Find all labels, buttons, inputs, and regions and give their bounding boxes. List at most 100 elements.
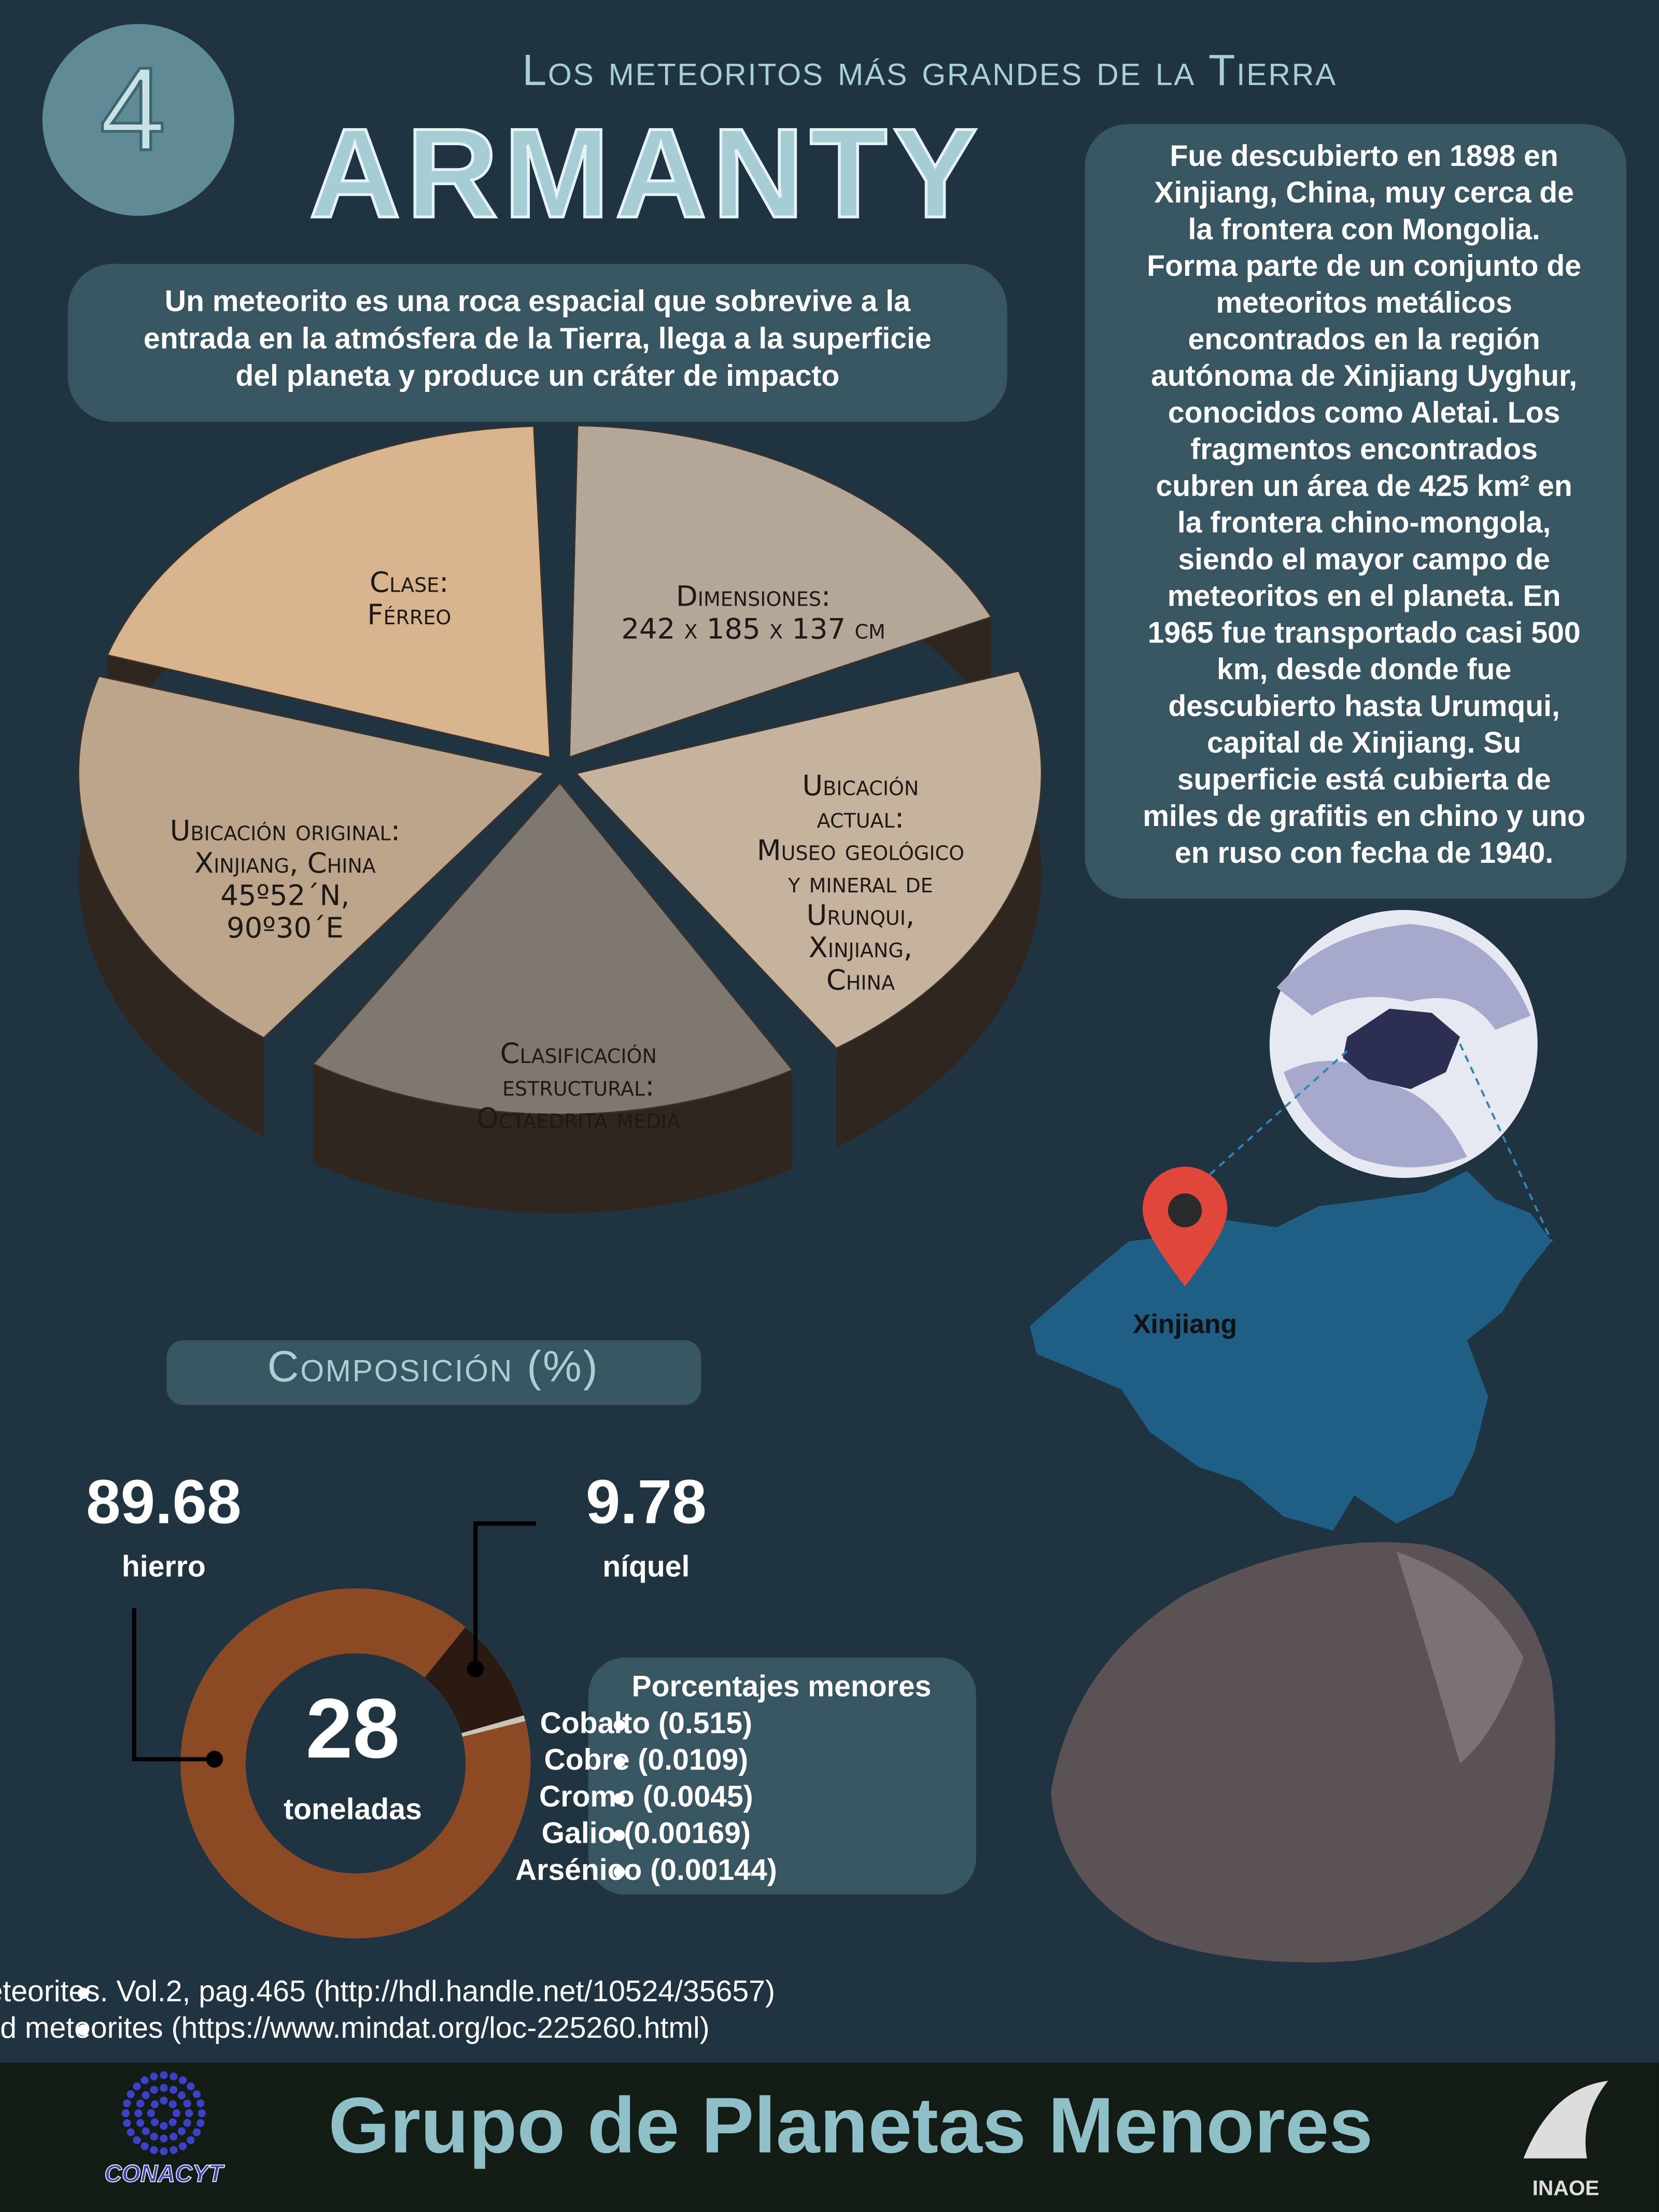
logo-dot (169, 2085, 178, 2094)
total-mass: 28 (306, 1681, 400, 1776)
bullet (613, 1756, 625, 1768)
pie-label: Urunqui, (807, 899, 915, 932)
logo-dot (133, 2136, 141, 2145)
logo-dot (198, 2109, 206, 2118)
logo-dot (136, 2119, 145, 2127)
logo-dot (150, 2085, 158, 2094)
bullet (77, 2024, 89, 2036)
logo-dot (178, 2076, 187, 2084)
description-line: superficie está cubierta de (1177, 763, 1551, 796)
info-pie: Clase:Férreo Dimensiones:242 x 185 x 137 … (78, 425, 1043, 1213)
pie-label: Ubicación (802, 768, 919, 802)
composition-title: Composición (%) (268, 1342, 599, 1391)
leader-dot (206, 1751, 223, 1768)
pie-label: 242 x 185 x 137 cm (621, 612, 885, 645)
footer-band (0, 2062, 1659, 2212)
logo-dot (160, 2083, 168, 2092)
pie-label: 90º30´E (227, 911, 344, 944)
logo-dot (169, 2133, 178, 2141)
minor-item: Galio (0.00169) (542, 1817, 751, 1850)
reference: Buchwald, V.F.,1975. Handbook of Iron Me… (0, 1975, 775, 2008)
pie-side (836, 671, 1042, 1147)
logo-dot (196, 2119, 205, 2127)
donut-hole (245, 1653, 466, 1874)
description-line: la frontera chino-mongola, (1177, 506, 1551, 539)
definition-line: del planeta y produce un cráter de impac… (235, 359, 839, 393)
logo-dot (160, 2071, 168, 2079)
footer-title: Grupo de Planetas Menores (328, 2081, 1373, 2169)
rock-highlight (1396, 1551, 1524, 1763)
description-line: miles de grafitis en chino y uno (1143, 800, 1585, 833)
references: Buchwald, V.F.,1975. Handbook of Iron Me… (0, 1975, 775, 2045)
logo-dot (160, 2122, 168, 2130)
pie-label: Clase: (370, 565, 449, 598)
logo-dot (136, 2099, 145, 2108)
logo-dot (187, 2136, 195, 2145)
logo-dot (140, 2142, 149, 2150)
logo-dot (183, 2099, 191, 2108)
bullet (613, 1866, 625, 1878)
logo-dot (177, 2091, 186, 2099)
leader-line (132, 1608, 215, 1761)
logo-dot (123, 2099, 131, 2108)
logo-dot (168, 2118, 177, 2126)
connector (1459, 1043, 1553, 1242)
description-line: encontrados en la región (1188, 323, 1540, 356)
description-line: Xinjiang, China, muy cerca de (1154, 176, 1574, 209)
pie-side (78, 676, 264, 1137)
pie-label: Clasificación (500, 1037, 657, 1070)
description-line: la frontera con Mongolia. (1188, 213, 1540, 246)
logo-dot (150, 2118, 159, 2126)
logo-dot (123, 2119, 131, 2127)
pie-label: Octaedrita media (476, 1101, 680, 1135)
logo-dot (168, 2100, 177, 2108)
description-line: meteoritos metálicos (1216, 286, 1512, 319)
description-line: autónoma de Xinjiang Uyghur, (1151, 359, 1577, 393)
main-title: ARMANTY (309, 102, 983, 244)
pie-label: Ubicación original: (170, 814, 400, 847)
minor-box (588, 1657, 976, 1895)
right-logo-mark (1523, 2080, 1608, 2159)
description-line: km, desde donde fue (1217, 653, 1511, 686)
pie-label: Xinjiang, China (194, 846, 376, 879)
minor-item: Cobre (0.0109) (544, 1743, 748, 1776)
logo-dot (142, 2091, 150, 2099)
logo-dot (126, 2090, 135, 2098)
bullet (77, 1987, 89, 1999)
minor-item: Arsénico (0.00144) (515, 1853, 777, 1886)
logo-dot (142, 2127, 150, 2135)
pie-wedge (568, 425, 993, 758)
component-value: 9.78 (586, 1467, 707, 1536)
connector (1205, 1050, 1348, 1179)
component-value: 89.68 (86, 1467, 242, 1536)
logo-dot (150, 2072, 158, 2081)
badge-circle (42, 24, 234, 216)
donut-segment (180, 1588, 531, 1939)
logo-dot (126, 2128, 135, 2136)
description-line: siendo el mayor campo de (1178, 543, 1550, 576)
donut (180, 1588, 531, 1939)
minor-list: Cobalto (0.515)Cobre (0.0109) Cromo (0.00… (515, 1706, 777, 1886)
conacyt-logo (121, 2071, 206, 2155)
logo-dot (178, 2142, 187, 2150)
map-pin-dot (1168, 1193, 1202, 1227)
description-line: meteoritos en el planeta. En (1168, 580, 1561, 613)
description-line: conocidos como Aletai. Los (1168, 396, 1560, 429)
description-line: fragmentos encontrados (1190, 433, 1538, 466)
series-title: Los meteoritos más grandes de la Tierra (522, 46, 1337, 94)
component-name: hierro (122, 1550, 206, 1583)
pie-wedge (312, 781, 794, 1115)
badge-number: 4 (100, 43, 165, 175)
logo-dot (150, 2100, 159, 2108)
reference: Open database of minerals, rocks, and me… (0, 2011, 710, 2045)
logo-dot (187, 2082, 195, 2091)
definition-box (67, 263, 1007, 422)
leader-line (473, 1521, 537, 1669)
right-logo-text: INAOE (1533, 2176, 1599, 2200)
definition-line: Un meteorito es una roca espacial que so… (165, 285, 911, 318)
minor-item: Cobalto (0.515) (540, 1706, 752, 1740)
globe-land (1276, 924, 1531, 1030)
bullet (613, 1793, 625, 1804)
